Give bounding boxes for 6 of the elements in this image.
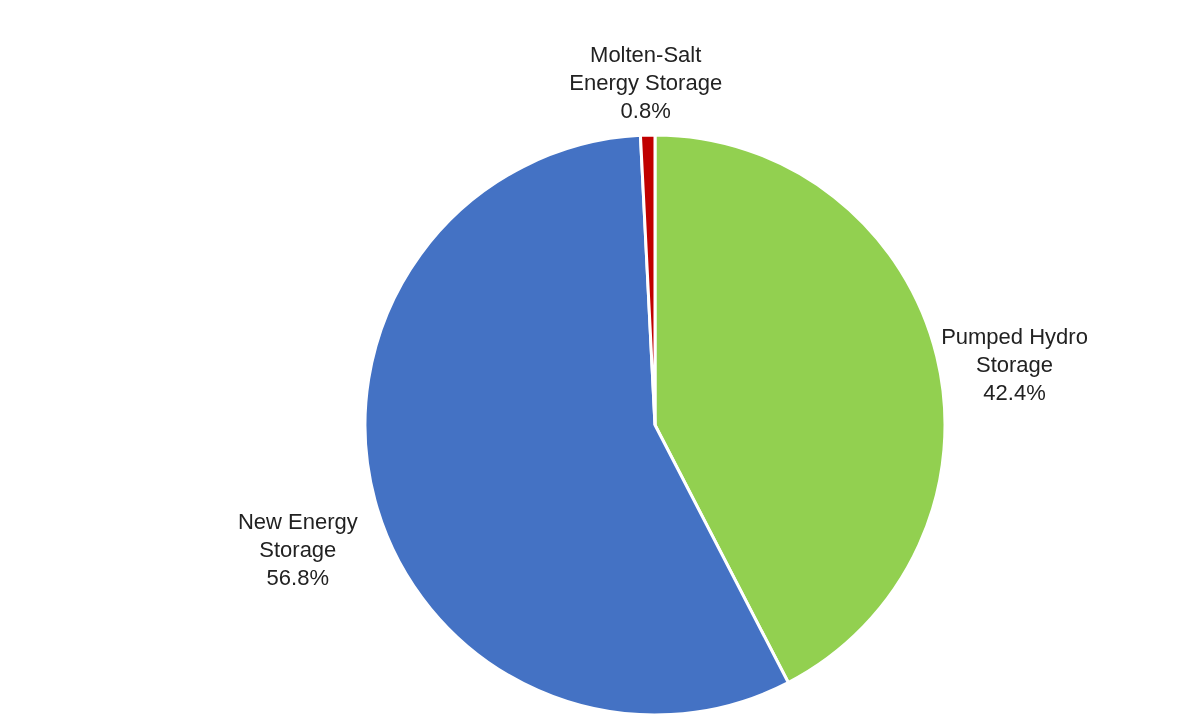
slice-label: Pumped Hydro Storage (941, 324, 1088, 378)
data-label: 42.4% (983, 380, 1046, 406)
slice-label: New Energy Storage (237, 508, 358, 562)
data-label: 56.8% (266, 564, 329, 590)
slice-label: Molten-Salt Energy Storage (569, 42, 723, 96)
data-label: 0.8% (620, 98, 671, 124)
